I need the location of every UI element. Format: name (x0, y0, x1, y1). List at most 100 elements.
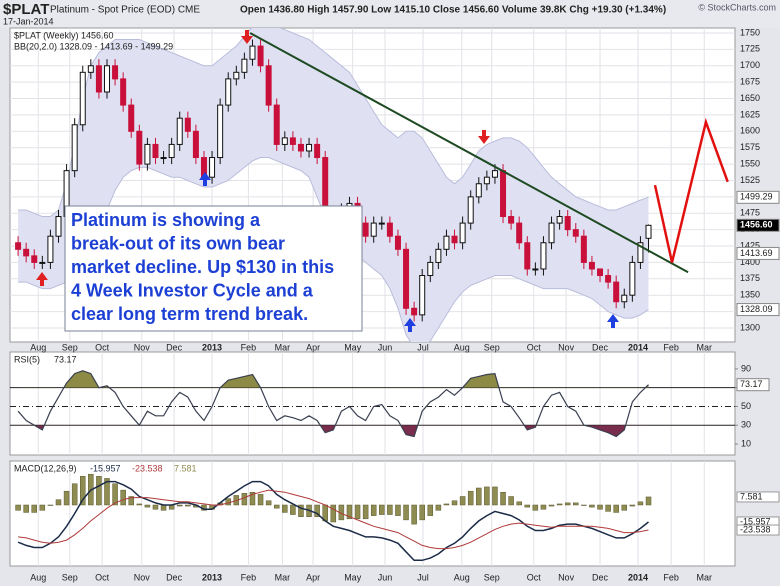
candle-body (273, 104, 280, 145)
annotation-line: clear long term trend break. (71, 304, 308, 324)
legend-value: -23.538 (132, 463, 163, 473)
histogram-bar (79, 476, 86, 506)
candle-body (233, 71, 240, 80)
value-tag-label: 1456.60 (740, 220, 773, 230)
rsi-panel (9, 351, 736, 456)
plot-layer: Aug Aug Sep Sep Oct Oct Nov Nov Dec Dec 2013 2013 Fe… (10, 27, 780, 582)
subtitle: Platinum - Spot Price (EOD) CME (50, 5, 200, 16)
x-tick-label: Nov (558, 572, 575, 582)
y-tick-label: 1600 (740, 126, 760, 136)
histogram-bar (63, 490, 70, 506)
bollinger-upper (18, 28, 649, 217)
x-tick-label: Feb (241, 572, 257, 582)
histogram-bar (273, 504, 280, 509)
candle-body (103, 65, 110, 93)
histogram-bar (500, 491, 506, 506)
candle-body (289, 137, 296, 145)
x-tick-label: Feb (663, 572, 679, 582)
candle-body (403, 248, 410, 309)
x-tick-label: Jun (378, 342, 393, 352)
histogram-bar (395, 504, 401, 516)
value-tag-label: 1328.09 (740, 304, 773, 314)
histogram-bar (290, 504, 296, 515)
value-tag-label: -15.957 (740, 516, 771, 526)
candle-body (572, 229, 579, 237)
y-tick-label: 1575 (740, 142, 760, 152)
legend-value: 7.581 (174, 463, 197, 473)
x-tick-label: Apr (306, 572, 320, 582)
candle-body (71, 124, 78, 172)
value-tag (736, 524, 780, 536)
cycle-arrow (199, 172, 211, 186)
candle-body (55, 216, 62, 237)
histogram-bar (104, 478, 110, 506)
candle-body (144, 143, 151, 165)
candle-body (556, 216, 563, 224)
annotation-frame (64, 205, 363, 332)
x-tick-label: Aug (454, 342, 470, 352)
histogram-bar (597, 504, 603, 510)
x-tick-label: Jul (417, 572, 429, 582)
histogram-bar (136, 503, 143, 506)
x-tick-label: Aug (30, 342, 46, 352)
candle-body (508, 216, 515, 224)
y-tick-label: 1350 (740, 290, 760, 300)
symbol: $PLAT (3, 1, 49, 18)
candle-body (47, 235, 54, 263)
candle-body (95, 65, 102, 93)
candle-body (225, 78, 232, 106)
y-tick-label: 50 (741, 401, 751, 411)
y-tick-label: 1375 (740, 273, 760, 283)
histogram-bar (532, 504, 539, 511)
header-bar (0, 0, 780, 28)
candle-body (548, 222, 555, 244)
histogram-bar (508, 496, 514, 506)
histogram-bar (298, 504, 304, 517)
candle-body (435, 248, 442, 263)
x-tick-label: Sep (484, 342, 500, 352)
histogram-bar (128, 496, 134, 506)
candle-body (87, 65, 94, 73)
macd-line (18, 489, 649, 550)
candle-body (370, 222, 377, 237)
histogram-bar (112, 483, 118, 506)
histogram-bar (15, 504, 21, 511)
histogram-bar (265, 500, 272, 506)
candle-body (257, 45, 264, 67)
annotation-line: market decline. Up $130 in this (71, 257, 334, 277)
histogram-bar (379, 504, 385, 515)
histogram-bar (492, 486, 498, 506)
x-tick-label: Mar (697, 342, 713, 352)
x-tick-label: Nov (558, 342, 575, 352)
annotation-line: break-out of its own bear (71, 233, 285, 253)
histogram-bar (476, 487, 482, 506)
candle-body (306, 143, 313, 152)
candle-body (459, 222, 466, 244)
histogram-bar (144, 504, 151, 508)
quote: Open 1436.80 High 1457.90 Low 1415.10 Cl… (240, 5, 666, 16)
macd-line (17, 480, 649, 562)
histogram-bar (362, 504, 369, 520)
cycle-arrow (404, 318, 416, 332)
histogram-bar (225, 498, 231, 506)
histogram-bar (176, 504, 183, 507)
x-tick-label: Dec (166, 342, 183, 352)
candle-body (588, 261, 595, 270)
value-tag (736, 246, 780, 260)
y-tick-label: 1725 (740, 44, 760, 54)
histogram-bar (645, 496, 652, 506)
legend-text: BB(20,2.0) 1328.09 - 1413.69 - 1499.29 (14, 41, 173, 51)
histogram-bar (55, 499, 62, 506)
candle-body (176, 117, 183, 145)
x-tick-label: 2013 (202, 572, 222, 582)
cycle-arrow (478, 130, 490, 144)
candle-body (580, 235, 587, 263)
x-tick-label: Dec (166, 572, 183, 582)
value-tag (736, 491, 780, 503)
x-tick-label: Aug (454, 572, 470, 582)
histogram-bar (387, 504, 393, 515)
candle-body (621, 294, 628, 303)
candle-body (192, 130, 199, 159)
legend-value: 73.17 (54, 354, 77, 364)
x-tick-label: Oct (95, 342, 110, 352)
